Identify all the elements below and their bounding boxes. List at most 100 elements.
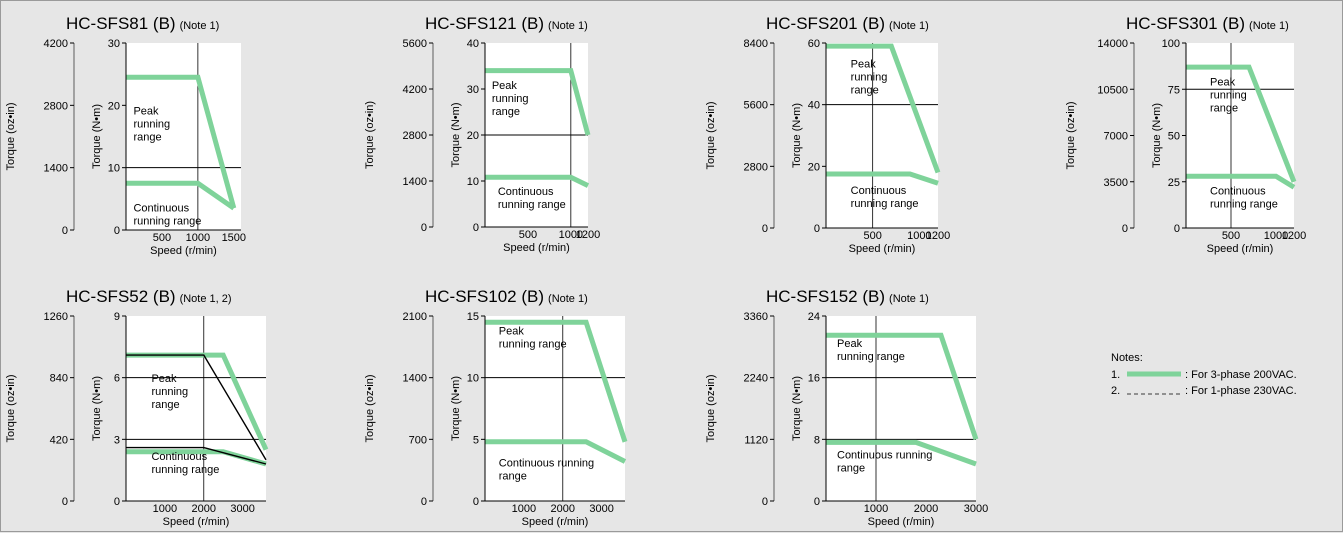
y-tick-label: 60: [808, 38, 820, 50]
y-alt-tick-label: 1400: [403, 176, 427, 188]
x-tick-label: 500: [153, 232, 171, 244]
y-tick-label: 20: [108, 100, 120, 112]
region-label: Peak: [837, 338, 863, 350]
x-axis-title: Speed (r/min): [849, 243, 916, 255]
series-line-solid: [826, 43, 941, 174]
y-alt-tick-label: 0: [62, 496, 68, 508]
note-1-text: : For 3-phase 200VAC.: [1185, 369, 1297, 381]
y-tick-label: 20: [467, 130, 479, 142]
region-label: range: [851, 85, 879, 97]
region-label: range: [151, 399, 179, 411]
y-tick-label: 3: [114, 434, 120, 446]
y-alt-tick-label: 4200: [403, 84, 427, 96]
x-tick-label: 1000: [907, 230, 931, 242]
x-tick-label: 1000: [1264, 230, 1288, 242]
note-2-text: : For 1-phase 230VAC.: [1185, 385, 1297, 397]
y-tick-label: 10: [467, 373, 479, 385]
plot-area: [485, 316, 625, 501]
series-line-solid: [126, 74, 237, 209]
x-tick-label: 1200: [576, 229, 600, 241]
x-axis-title: Speed (r/min): [522, 516, 589, 528]
y-axis-title: Torque (N•m): [791, 103, 803, 168]
y-alt-tick-label: 700: [409, 434, 427, 446]
x-tick-label: 3000: [964, 503, 988, 515]
y-axis-title: Torque (N•m): [450, 376, 462, 441]
series-line-solid: [485, 439, 627, 464]
plot-area: [826, 43, 938, 228]
x-tick-label: 500: [863, 230, 881, 242]
x-tick-label: 1000: [559, 229, 583, 241]
series-line-solid: [1186, 173, 1296, 190]
x-tick-label: 1500: [222, 232, 246, 244]
y-alt-tick-label: 3360: [744, 311, 768, 323]
model-name: HC-SFS152 (B): [766, 287, 885, 306]
x-tick-label: 3000: [230, 503, 254, 515]
y-alt-axis-title: Torque (oz•in): [1065, 101, 1077, 169]
x-tick-label: 500: [1222, 230, 1240, 242]
y-tick-label: 16: [808, 373, 820, 385]
y-axis-title: Torque (N•m): [91, 376, 103, 441]
y-alt-axis-title: Torque (oz•in): [364, 374, 376, 442]
model-name: HC-SFS52 (B): [66, 287, 176, 306]
x-tick-label: 2000: [914, 503, 938, 515]
y-tick-label: 40: [467, 38, 479, 50]
region-label: Continuous running: [499, 457, 594, 469]
model-name: HC-SFS301 (B): [1126, 14, 1245, 33]
chart-title: HC-SFS81 (B) (Note 1): [66, 14, 219, 33]
series-line-solid: [826, 171, 939, 186]
region-label: Continuous: [1210, 186, 1266, 198]
region-label: Peak: [499, 326, 525, 338]
region-label: running range: [498, 199, 566, 211]
chart-title: HC-SFS121 (B) (Note 1): [425, 14, 588, 33]
region-label: range: [1210, 103, 1238, 115]
region-label: range: [499, 470, 527, 482]
y-tick-label: 30: [108, 38, 120, 50]
region-label: Peak: [133, 106, 159, 118]
region-label: Peak: [492, 80, 518, 92]
y-alt-tick-label: 5600: [744, 100, 768, 112]
y-tick-label: 6: [114, 373, 120, 385]
x-tick-label: 1000: [512, 503, 536, 515]
region-label: running range: [1210, 199, 1278, 211]
note-1-number: 1.: [1111, 369, 1120, 381]
chart-title: HC-SFS52 (B) (Note 1, 2): [66, 287, 232, 306]
region-label: running: [151, 386, 188, 398]
y-alt-tick-label: 2800: [744, 161, 768, 173]
region-label: running range: [151, 464, 219, 476]
y-tick-label: 24: [808, 311, 820, 323]
x-axis-title: Speed (r/min): [163, 516, 230, 528]
region-label: Peak: [1210, 77, 1236, 89]
note-2-number: 2.: [1111, 385, 1120, 397]
region-label: Continuous: [498, 186, 554, 198]
series-line-dashed: [126, 446, 267, 465]
y-tick-label: 25: [1168, 177, 1180, 189]
y-alt-tick-label: 840: [50, 373, 68, 385]
y-alt-tick-label: 3500: [1104, 177, 1128, 189]
y-tick-label: 0: [814, 496, 820, 508]
region-label: running: [492, 93, 529, 105]
y-alt-tick-label: 1400: [44, 163, 68, 175]
series-line-solid: [826, 332, 979, 441]
y-tick-label: 10: [108, 163, 120, 175]
series-line-solid: [126, 180, 236, 211]
torque-chart-7: 0 8 16 24 0 1120 2240 3360 1000 2000 3000 Speed (r/…: [705, 287, 988, 528]
y-alt-tick-label: 0: [62, 225, 68, 237]
chart-title: HC-SFS201 (B) (Note 1): [766, 14, 929, 33]
y-tick-label: 40: [808, 100, 820, 112]
region-label: running: [1210, 90, 1247, 102]
x-tick-label: 1200: [926, 230, 950, 242]
y-alt-tick-label: 8400: [744, 38, 768, 50]
y-alt-tick-label: 10500: [1097, 84, 1128, 96]
torque-chart-1: 0 10 20 30 0 1400 2800 4200 500 1000 1500 Speed (r/…: [5, 14, 246, 257]
series-line-solid: [485, 319, 628, 443]
y-alt-tick-label: 7000: [1104, 131, 1128, 143]
region-label: range: [133, 132, 161, 144]
x-axis-title: Speed (r/min): [503, 242, 570, 254]
model-note: (Note 1): [1249, 20, 1289, 32]
region-label: running range: [133, 215, 201, 227]
region-label: range: [837, 463, 865, 475]
